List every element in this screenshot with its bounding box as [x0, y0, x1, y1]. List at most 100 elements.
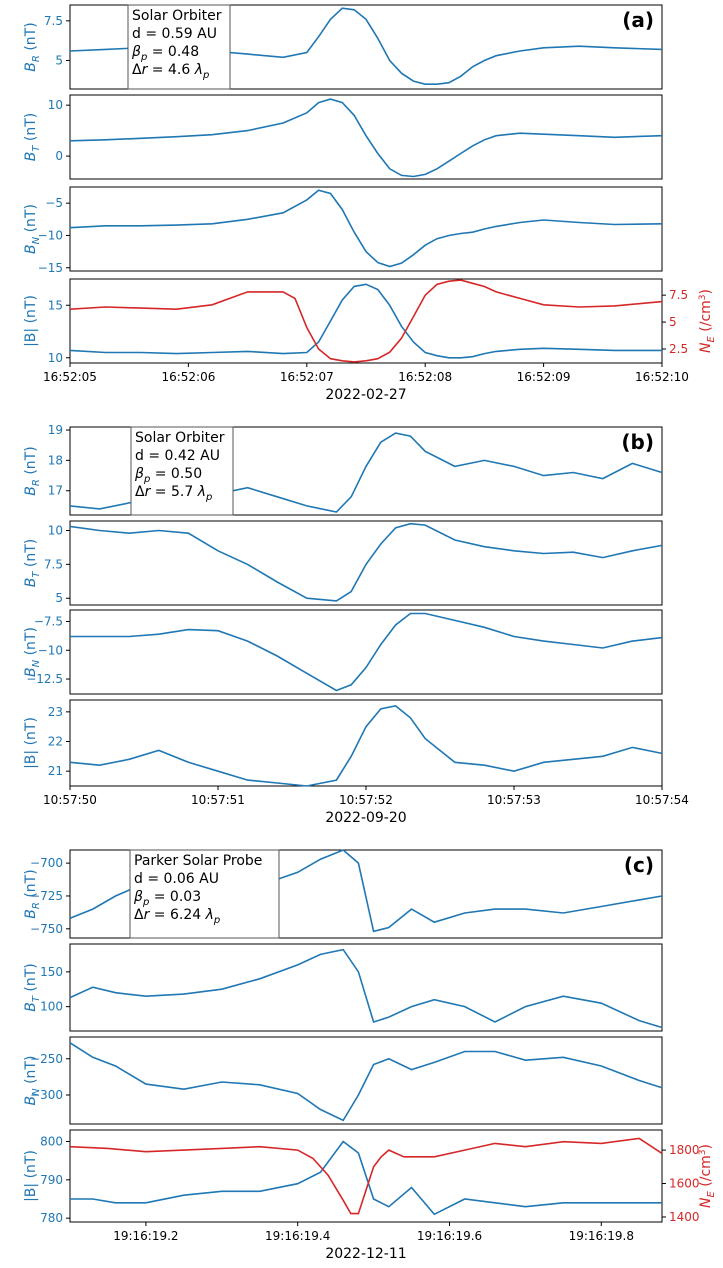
annotation-line: βp = 0.48: [131, 44, 199, 63]
series-line-B: [70, 612, 663, 692]
annotation-line: d = 0.59 AU: [132, 26, 217, 42]
right-y-tick-label: 1400: [669, 1210, 700, 1224]
date-label: 2022-09-20: [325, 810, 406, 826]
series-line-B: [70, 1140, 662, 1216]
y-tick-label: 100: [40, 1000, 63, 1014]
x-tick-label: 16:52:06: [161, 370, 215, 384]
right-y-axis-label: NE (/cm3): [698, 289, 717, 353]
annotation-line: Solar Orbiter: [132, 8, 222, 24]
x-tick-label: 19:16:19.4: [265, 1229, 330, 1243]
panel-letter: (b): [621, 430, 654, 454]
x-tick-label: 10:57:51: [191, 793, 245, 807]
y-tick-label: 5: [55, 591, 63, 605]
series-line-NE: [69, 279, 663, 363]
series-line-B: [69, 1042, 663, 1122]
y-axis-label: |B| (nT): [23, 295, 39, 347]
series-line-B: [69, 189, 663, 268]
y-tick-label: −300: [30, 1088, 63, 1102]
annotation-box: [127, 4, 231, 90]
annotation-line: Parker Solar Probe: [134, 853, 262, 869]
axes-frame: [69, 520, 663, 606]
axes-frame: [69, 426, 663, 516]
subplot-1: 5 7.5BR (nT): [23, 4, 663, 90]
axes-frame: [69, 699, 663, 787]
series-line-NE: [69, 1137, 663, 1215]
x-tick-label: 16:52:07: [280, 370, 334, 384]
y-axis-label: BN (nT): [23, 204, 42, 254]
y-tick-label: −750: [30, 922, 63, 936]
x-tick-label: 16:52:10: [635, 370, 689, 384]
y-axis-label: BT (nT): [23, 963, 42, 1012]
y-tick-label: 18: [48, 453, 63, 467]
y-tick-label: −10: [38, 643, 63, 657]
annotation-line: d = 0.42 AU: [135, 448, 220, 464]
y-tick-label: −7.5: [34, 615, 63, 629]
panel-letter: (a): [622, 8, 654, 32]
y-tick-label: −700: [30, 856, 63, 870]
right-y-tick-label: 1800: [669, 1143, 700, 1157]
y-tick-label: 23: [48, 705, 63, 719]
y-tick-label: −12.5: [26, 672, 63, 686]
y-tick-label: 22: [48, 735, 63, 749]
y-tick-label: 15: [48, 298, 63, 312]
x-tick-label: 10:57:54: [635, 793, 689, 807]
y-tick-label: 0: [55, 149, 63, 163]
y-axis-label: |B| (nT): [23, 717, 39, 769]
subplot-3: −15 −10 −5BN (nT): [23, 186, 663, 275]
y-axis-label: BT (nT): [23, 539, 42, 588]
right-y-tick-label: 7.5: [669, 288, 688, 302]
series-line-B: [69, 7, 663, 85]
annotation-line: Δr = 6.24 λp: [134, 907, 220, 926]
x-tick-label: 16:52:09: [517, 370, 571, 384]
axes-frame: [69, 943, 663, 1032]
y-tick-label: 790: [40, 1173, 63, 1187]
y-tick-label: −10: [38, 228, 63, 242]
y-tick-label: 800: [40, 1135, 63, 1149]
x-tick-label: 10:57:50: [43, 793, 97, 807]
y-tick-label: 780: [40, 1211, 63, 1225]
x-tick-label: 19:16:19.6: [417, 1229, 482, 1243]
subplot-1: 17 18 19 BR (nT): [23, 423, 663, 516]
date-label: 2022-12-11: [325, 1246, 406, 1262]
annotation-line: βp = 0.50: [134, 466, 202, 485]
y-axis-label: |B| (nT): [23, 1150, 39, 1202]
y-tick-label: 17: [48, 484, 63, 498]
axes-frame: [69, 278, 663, 364]
series-line-B: [69, 948, 663, 1029]
annotation-line: Δr = 5.7 λp: [135, 484, 212, 503]
annotation-line: d = 0.06 AU: [134, 871, 219, 887]
x-tick-label: 16:52:08: [398, 370, 452, 384]
y-tick-label: 10: [48, 98, 63, 112]
y-tick-label: 10: [48, 523, 63, 537]
x-tick-label: 10:57:52: [339, 793, 393, 807]
x-tick-label: 10:57:53: [487, 793, 541, 807]
y-tick-label: −15: [38, 261, 63, 275]
series-line-B: [69, 522, 663, 602]
right-y-axis-label: NE (/cm3): [698, 1144, 717, 1208]
x-tick-label: 19:16:19.8: [569, 1229, 634, 1243]
panel-letter: (c): [624, 853, 654, 877]
x-tick-label: 16:52:05: [43, 370, 97, 384]
axes-frame: [69, 1036, 663, 1125]
axes-frame: [69, 609, 663, 695]
subplot-4: 21 22 23 |B| (nT) 10:57:50 10:57:51 10:57:52 10…: [23, 699, 689, 826]
y-tick-label: 7.5: [44, 557, 63, 571]
y-tick-label: −250: [30, 1052, 63, 1066]
axes-frame: [69, 4, 663, 90]
y-tick-label: 7.5: [44, 14, 63, 28]
subplot-3: −12.5 −10 −7.5BN (nT): [23, 609, 663, 695]
y-tick-label: 19: [48, 423, 63, 437]
series-line-B: [69, 705, 663, 787]
y-axis-label: BN (nT): [23, 627, 42, 677]
y-tick-label: −5: [45, 196, 63, 210]
y-axis-label: BR (nT): [23, 446, 42, 495]
x-tick-label: 19:16:19.2: [113, 1229, 178, 1243]
axes-frame: [69, 94, 663, 180]
